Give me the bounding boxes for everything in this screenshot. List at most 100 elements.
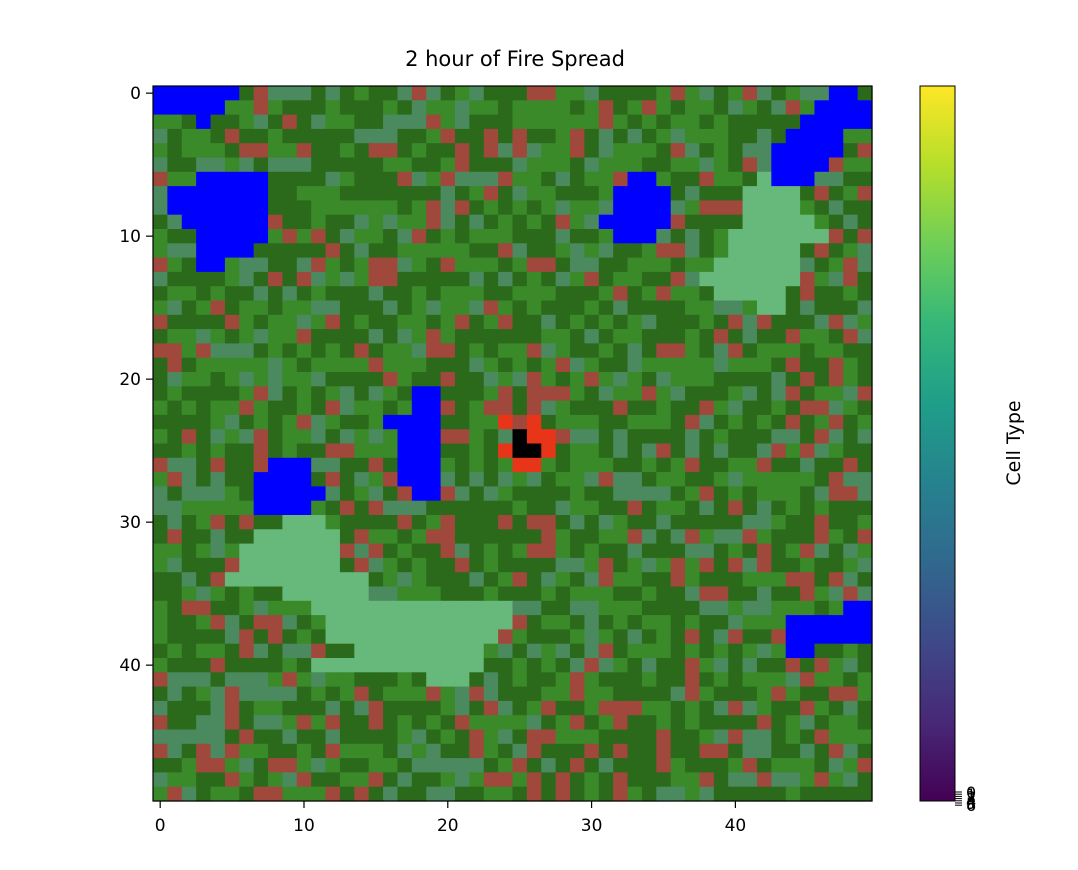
heatmap-cell-tree — [426, 128, 442, 144]
heatmap-cell-shrub — [598, 515, 614, 530]
heatmap-cell-grass — [426, 658, 442, 673]
heatmap-cell-bare — [383, 472, 399, 487]
heatmap-cell-tree-dark — [426, 157, 442, 173]
heatmap-cell-bare — [325, 443, 341, 459]
heatmap-cell-tree-dark — [641, 572, 657, 588]
heatmap-cell-water — [181, 200, 197, 216]
heatmap-cell-tree — [224, 271, 240, 287]
heatmap-cell-tree-dark — [469, 672, 485, 688]
heatmap-cell-tree-dark — [383, 286, 399, 302]
heatmap-cell-water — [785, 143, 801, 159]
heatmap-cell-grass — [383, 600, 399, 616]
heatmap-cell-shrub — [685, 143, 701, 159]
heatmap-cell-bare — [239, 729, 255, 745]
heatmap-cell-shrub — [440, 186, 456, 201]
heatmap-cell-tree — [670, 472, 686, 487]
heatmap-cell-tree — [713, 643, 729, 659]
heatmap-cell-tree-dark — [196, 572, 212, 588]
heatmap-cell-tree — [239, 500, 255, 516]
heatmap-cell-grass — [426, 672, 442, 688]
heatmap-cell-water — [641, 171, 657, 187]
heatmap-cell-tree — [469, 186, 485, 201]
heatmap-cell-tree-dark — [713, 715, 729, 731]
heatmap-cell-bare — [814, 515, 830, 530]
heatmap-cell-tree — [555, 86, 571, 101]
heatmap-cell-tree-dark — [498, 100, 514, 116]
heatmap-cell-tree-dark — [368, 729, 384, 745]
heatmap-cell-tree-dark — [239, 786, 255, 802]
heatmap-cell-tree — [685, 86, 701, 101]
heatmap-cell-water — [224, 171, 240, 187]
heatmap-cell-tree — [670, 500, 686, 516]
heatmap-cell-shrub — [181, 457, 197, 473]
heatmap-cell-bare — [383, 143, 399, 159]
heatmap-cell-tree-dark — [613, 86, 629, 101]
heatmap-cell-tree-dark — [268, 243, 284, 259]
heatmap-cell-tree-dark — [756, 386, 772, 402]
heatmap-cell-shrub — [469, 758, 485, 773]
heatmap-cell-bare — [498, 171, 514, 187]
heatmap-cell-tree-dark — [368, 300, 384, 316]
heatmap-cell-shrub — [282, 643, 298, 659]
heatmap-cell-tree — [196, 686, 212, 702]
heatmap-cell-tree-dark — [857, 400, 873, 416]
heatmap-cell-shrub — [627, 128, 643, 144]
heatmap-cell-tree — [814, 500, 830, 516]
heatmap-cell-tree-dark — [785, 114, 801, 130]
heatmap-cell-tree-dark — [670, 729, 686, 745]
heatmap-cell-water — [153, 100, 168, 116]
heatmap-cell-tree — [627, 572, 643, 588]
heatmap-cell-tree — [685, 329, 701, 344]
heatmap-cell-water — [613, 229, 629, 244]
heatmap-cell-tree — [239, 329, 255, 344]
heatmap-cell-grass — [411, 600, 427, 616]
heatmap-cell-bare — [469, 743, 485, 759]
heatmap-cell-bare — [268, 214, 284, 230]
heatmap-cell-bare — [339, 543, 355, 559]
heatmap-cell-tree — [584, 243, 600, 259]
heatmap-cell-tree-dark — [814, 200, 830, 216]
heatmap-cell-tree-dark — [440, 572, 456, 588]
heatmap-cell-bare — [728, 343, 744, 359]
heatmap-cell-tree-dark — [311, 329, 327, 344]
heatmap-cell-tree-dark — [167, 615, 183, 630]
heatmap-cell-tree — [311, 715, 327, 731]
heatmap-cell-shrub — [454, 686, 470, 702]
heatmap-cell-bare — [224, 557, 240, 573]
heatmap-cell-tree — [699, 357, 715, 373]
heatmap-cell-tree-dark — [742, 400, 758, 416]
heatmap-cell-tree-dark — [526, 329, 542, 344]
heatmap-cell-tree-dark — [311, 171, 327, 187]
heatmap-cell-tree-dark — [153, 443, 168, 459]
heatmap-cell-tree-dark — [713, 386, 729, 402]
heatmap-cell-tree-dark — [325, 229, 341, 244]
heatmap-cell-tree-dark — [800, 786, 816, 802]
heatmap-cell-shrub — [685, 186, 701, 201]
heatmap-cell-grass — [713, 286, 729, 302]
heatmap-cell-tree-dark — [397, 386, 413, 402]
heatmap-cell-tree-dark — [526, 586, 542, 602]
heatmap-cell-bare — [512, 128, 528, 144]
heatmap-cell-tree-dark — [469, 200, 485, 216]
heatmap-cell-grass — [383, 643, 399, 659]
heatmap-cell-tree-dark — [426, 143, 442, 159]
heatmap-cell-tree — [440, 229, 456, 244]
heatmap-cell-tree — [397, 343, 413, 359]
heatmap-cell-tree — [756, 672, 772, 688]
heatmap-cell-tree-dark — [311, 386, 327, 402]
heatmap-cell-tree-dark — [584, 314, 600, 330]
heatmap-cell-shrub — [210, 486, 226, 502]
heatmap-cell-shrub — [397, 229, 413, 244]
heatmap-cell-tree — [440, 314, 456, 330]
heatmap-cell-tree-dark — [454, 386, 470, 402]
heatmap-cell-tree — [584, 586, 600, 602]
heatmap-cell-tree-dark — [296, 357, 312, 373]
heatmap-cell-bare — [325, 715, 341, 731]
heatmap-cell-bare — [670, 572, 686, 588]
heatmap-cell-tree-dark — [814, 715, 830, 731]
heatmap-cell-tree — [153, 300, 168, 316]
heatmap-cell-bare — [541, 729, 557, 745]
heatmap-cell-tree-dark — [512, 329, 528, 344]
heatmap-cell-shrub — [685, 543, 701, 559]
heatmap-cell-tree — [440, 700, 456, 716]
